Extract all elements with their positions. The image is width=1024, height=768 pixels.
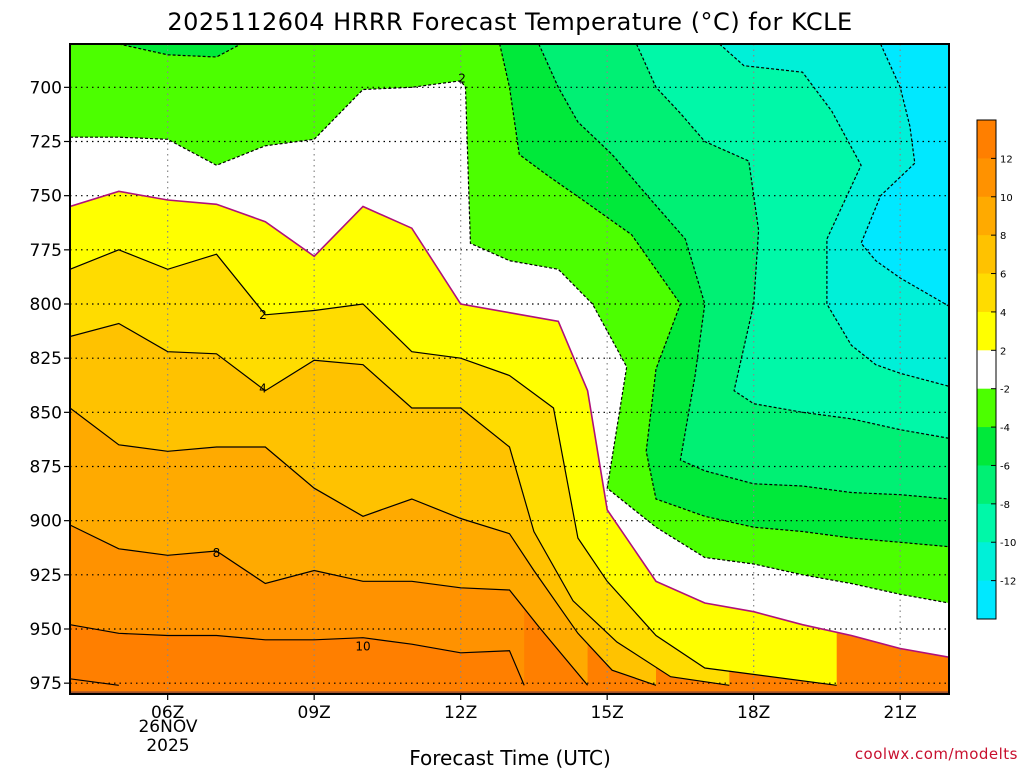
y-tick-label-900: 900 — [30, 512, 62, 532]
colorbar-swatch-12 — [977, 120, 996, 159]
y-tick-label-725: 725 — [30, 133, 62, 153]
contour--2 — [70, 190, 949, 658]
colorbar-swatch--10 — [977, 503, 996, 543]
colorbar-swatch--8 — [977, 465, 996, 505]
x-tick-label-18Z: 18Z — [737, 703, 770, 723]
watermark: coolwx.com/modelts — [855, 745, 1018, 763]
colorbar-swatch--4 — [977, 388, 996, 428]
colorbar-swatch--12 — [977, 542, 996, 582]
temperature-fills — [70, 44, 949, 694]
x-tick-label-09Z: 09Z — [298, 703, 331, 723]
colorbar-label-6: 6 — [1000, 270, 1006, 281]
y-tick-label-800: 800 — [30, 295, 62, 315]
x-tick-label-15Z: 15Z — [591, 703, 624, 723]
colorbar-swatch-8 — [977, 196, 996, 236]
colorbar-label--6: -6 — [1000, 461, 1010, 472]
x-tick-label-06Z: 06Z — [151, 703, 184, 723]
plot-frame — [69, 43, 950, 695]
colorbar: 12 10 8 6 4 2 -2 -4 -6 -8 -10 -12 — [976, 119, 1016, 620]
band--10 — [70, 44, 949, 439]
date-label-day: 26NOV — [138, 717, 197, 737]
contour-8 — [70, 524, 589, 686]
colorbar-swatch--2 — [977, 350, 996, 390]
y-axis: 700 725 750 775 800 825 850 875 900 925 950 975 — [30, 78, 70, 694]
colorbar-label-2: 2 — [1000, 346, 1006, 357]
band--12 — [70, 44, 949, 387]
y-tick-label-750: 750 — [30, 187, 62, 207]
y-tick-label-825: 825 — [30, 349, 62, 369]
contour--14 — [860, 44, 949, 307]
x-axis: 06Z 09Z 12Z 15Z 18Z 21Z — [151, 694, 917, 723]
contour-lines — [70, 44, 949, 686]
colorbar-label-8: 8 — [1000, 231, 1006, 242]
contour-labels: 2 2 4 8 10 — [213, 72, 466, 654]
date-label-year: 2025 — [146, 736, 189, 756]
ground — [70, 691, 949, 694]
colorbar-label-4: 4 — [1000, 308, 1006, 319]
contour-label-10: 10 — [355, 639, 370, 653]
colorbar-swatch-10 — [977, 158, 996, 198]
x-axis-title: Forecast Time (UTC) — [409, 746, 611, 768]
contour-4 — [70, 322, 730, 686]
colorbar-swatch-6 — [977, 235, 996, 275]
contour-label-2: 2 — [458, 72, 466, 86]
y-tick-label-850: 850 — [30, 403, 62, 423]
contour-label-4: 4 — [259, 382, 267, 396]
ground-band — [70, 691, 949, 694]
colorbar-swatch-4 — [977, 273, 996, 313]
colorbar-frame — [976, 119, 997, 620]
colorbar-swatch-2 — [977, 311, 996, 351]
x-tick-label-21Z: 21Z — [884, 703, 917, 723]
colorbar-swatch--14 — [977, 580, 996, 620]
y-tick-label-775: 775 — [30, 241, 62, 261]
contour--12 — [719, 44, 949, 387]
y-tick-label-925: 925 — [30, 566, 62, 586]
colorbar-swatch--6 — [977, 427, 996, 466]
contour-12 — [70, 678, 119, 686]
grid-lines — [70, 44, 949, 694]
colorbar-label--12: -12 — [1000, 577, 1016, 588]
contour--8 — [538, 44, 949, 500]
chart-title: 2025112604 HRRR Forecast Temperature (°C… — [167, 8, 852, 36]
contour-label-8: 8 — [213, 546, 221, 560]
contour-10 — [70, 624, 525, 686]
colorbar-label--10: -10 — [1000, 538, 1016, 549]
colorbar-label--4: -4 — [1000, 423, 1010, 434]
colorbar-label-12: 12 — [1000, 154, 1013, 165]
contour-label-2: 2 — [259, 308, 267, 322]
contour-6 — [70, 407, 657, 686]
x-tick-label-12Z: 12Z — [444, 703, 477, 723]
band--8 — [70, 44, 949, 499]
y-tick-label-950: 950 — [30, 620, 62, 640]
contour-2 — [70, 249, 837, 686]
band-cold — [861, 44, 949, 307]
colorbar-label--2: -2 — [1000, 385, 1010, 396]
colorbar-label-10: 10 — [1000, 193, 1013, 204]
y-tick-label-975: 975 — [30, 674, 62, 694]
contour--10 — [635, 44, 949, 439]
y-tick-label-875: 875 — [30, 458, 62, 478]
y-tick-label-700: 700 — [30, 78, 62, 98]
colorbar-label--8: -8 — [1000, 500, 1010, 511]
